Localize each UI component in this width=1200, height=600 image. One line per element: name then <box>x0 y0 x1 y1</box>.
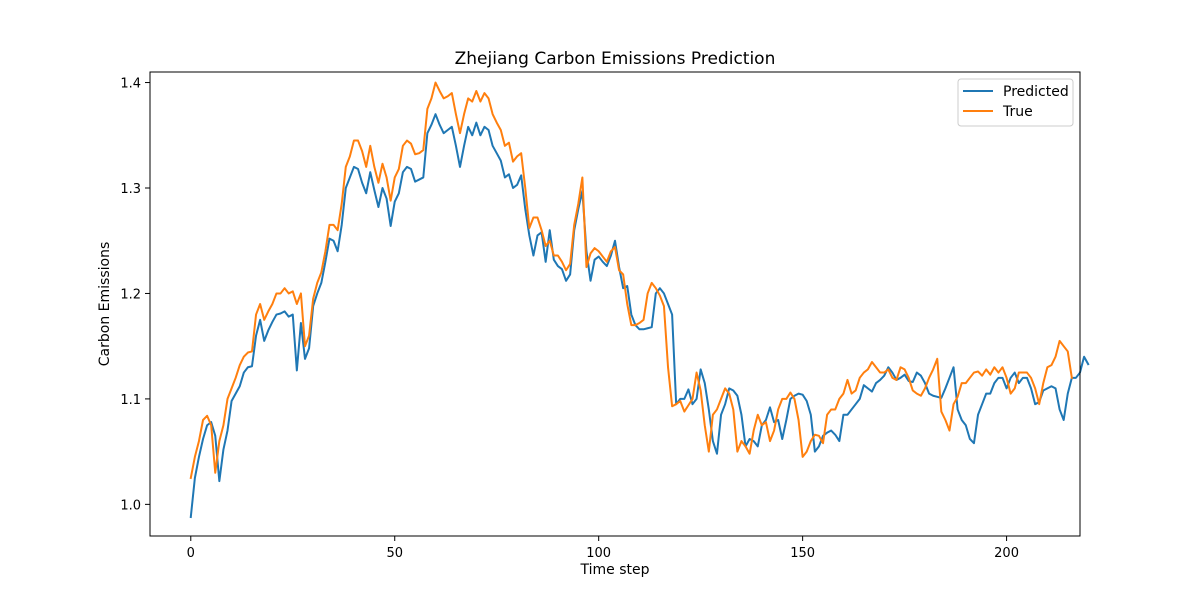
series-line-true <box>189 81 1073 480</box>
axis-ticks: 0 50 100 150 200 1.0 1.1 1.2 1.3 1.4 <box>120 77 1019 561</box>
y-tick-label: 1.3 <box>120 182 141 197</box>
x-axis-label: Time step <box>580 562 650 578</box>
y-tick-label: 1.1 <box>120 393 141 408</box>
x-tick-label: 200 <box>994 546 1019 561</box>
plot-frame <box>149 71 1081 537</box>
x-tick-label: 150 <box>790 546 815 561</box>
series-line-predicted <box>189 113 1090 519</box>
x-tick-label: 100 <box>586 546 611 561</box>
legend: Predicted True <box>957 78 1074 127</box>
y-tick-label: 1.4 <box>120 77 141 92</box>
x-tick-label: 0 <box>187 546 195 561</box>
chart-title: Zhejiang Carbon Emissions Prediction <box>455 49 776 69</box>
legend-label-true: True <box>1002 104 1033 120</box>
y-tick-label: 1.2 <box>120 287 141 302</box>
y-tick-label: 1.0 <box>120 498 141 513</box>
x-tick-label: 50 <box>386 546 403 561</box>
legend-label-predicted: Predicted <box>1003 84 1069 100</box>
y-axis-label: Carbon Emissions <box>97 242 113 366</box>
plot-series <box>189 81 1090 519</box>
